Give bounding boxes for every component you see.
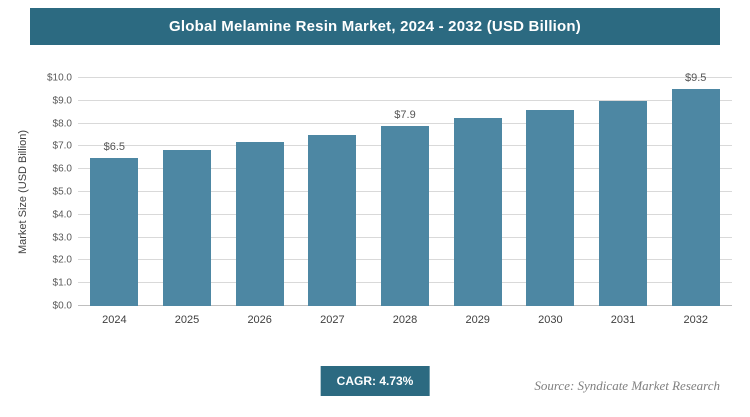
gridline bbox=[78, 122, 732, 124]
y-axis-tick-label: $4.0 bbox=[52, 209, 72, 221]
footer: CAGR: 4.73% Source: Syndicate Market Res… bbox=[0, 362, 750, 402]
bar-chart: Market Size (USD Billion) $0.0 $1.0 $2.0 $3… bbox=[12, 72, 732, 326]
bar-value-label: $9.5 bbox=[684, 72, 707, 85]
x-axis-label: 2032 bbox=[683, 314, 708, 326]
cagr-badge: CAGR: 4.73% bbox=[320, 366, 430, 396]
x-axis-label: 2024 bbox=[102, 314, 127, 326]
bar-slot bbox=[587, 78, 660, 306]
y-axis-title: Market Size (USD Billion) bbox=[17, 129, 29, 255]
y-axis-tick-label: $0.0 bbox=[52, 300, 72, 312]
gridline bbox=[78, 99, 732, 101]
gridline bbox=[78, 77, 732, 78]
y-axis-ticks: $0.0 $1.0 $2.0 $3.0 $4.0 $5.0 $6.0 $7.0 $8.0 $9.0… bbox=[34, 73, 78, 312]
y-axis-tick-label: $7.0 bbox=[52, 140, 72, 152]
x-axis-label: 2029 bbox=[465, 314, 490, 326]
bar-slot: $9.5 bbox=[659, 72, 732, 306]
bar-2024: $6.5 bbox=[90, 141, 139, 306]
bar-2025 bbox=[163, 149, 211, 306]
x-axis-label: 2027 bbox=[320, 314, 345, 326]
bar-2031 bbox=[599, 100, 648, 306]
y-axis-tick-label: $2.0 bbox=[52, 254, 72, 266]
x-axis-label: 2028 bbox=[392, 314, 418, 326]
chart-title: Global Melamine Resin Market, 2024 - 203… bbox=[30, 8, 720, 45]
bar-2030 bbox=[526, 109, 575, 306]
bar-2032: $9.5 bbox=[671, 72, 720, 306]
bar-2028: $7.9 bbox=[381, 109, 430, 306]
bar-value-label: $6.5 bbox=[103, 140, 126, 153]
y-axis-tick-label: $1.0 bbox=[52, 277, 72, 289]
x-axis-label: 2025 bbox=[174, 314, 200, 326]
x-axis-label: 2030 bbox=[538, 314, 563, 326]
y-axis-tick-label: $3.0 bbox=[52, 232, 72, 244]
bar-slot bbox=[514, 78, 587, 306]
source-text: Source: Syndicate Market Research bbox=[534, 378, 720, 393]
bar-slot bbox=[296, 78, 369, 306]
x-axis-label: 2026 bbox=[247, 314, 272, 326]
bar-value-label: $7.9 bbox=[394, 108, 416, 121]
y-axis-tick-label: $6.0 bbox=[52, 163, 72, 175]
bar-slot: $7.9 bbox=[369, 78, 442, 306]
bars-row: $6.5 $7.9 $9.5 bbox=[78, 72, 732, 306]
bar-2027 bbox=[308, 135, 357, 306]
y-axis-tick-label: $8.0 bbox=[52, 118, 72, 130]
bar-slot bbox=[441, 78, 514, 306]
plot-area: $6.5 $7.9 $9.5 bbox=[78, 72, 732, 306]
bar-slot bbox=[223, 78, 296, 306]
x-axis-labels: 2024 2025 2026 2027 2028 2029 2030 2031 2032 bbox=[78, 314, 732, 326]
bar-slot bbox=[151, 78, 224, 306]
bar-2029 bbox=[453, 117, 502, 306]
bar-2026 bbox=[235, 141, 284, 306]
bar-slot: $6.5 bbox=[78, 78, 151, 306]
x-axis-label: 2031 bbox=[610, 314, 636, 326]
y-axis-tick-label: $9.0 bbox=[52, 95, 72, 107]
y-axis-tick-label: $10.0 bbox=[46, 72, 72, 84]
y-axis-tick-label: $5.0 bbox=[52, 186, 72, 198]
